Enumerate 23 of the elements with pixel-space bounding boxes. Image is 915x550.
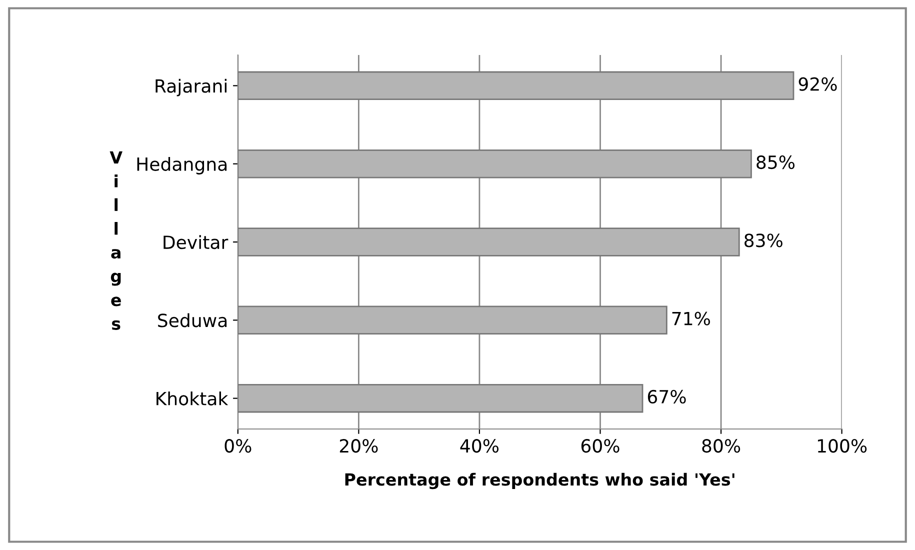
bar bbox=[238, 306, 668, 335]
x-tick-label: 20% bbox=[340, 439, 378, 453]
bar bbox=[238, 384, 644, 413]
y-tick-label: Seduwa bbox=[158, 313, 227, 328]
data-label: 92% bbox=[798, 77, 837, 91]
x-tick-label: 100% bbox=[818, 439, 867, 453]
y-tick-label: Khoktak bbox=[156, 391, 228, 406]
x-axis-title: Percentage of respondents who said 'Yes' bbox=[345, 472, 734, 490]
y-tick-label: Devitar bbox=[164, 235, 228, 250]
data-label: 85% bbox=[756, 155, 795, 170]
x-tick-label: 40% bbox=[460, 439, 499, 453]
y-tick-label: Rajarani bbox=[156, 78, 226, 96]
data-label: 83% bbox=[744, 234, 782, 248]
x-tick-label: 0% bbox=[224, 439, 252, 453]
x-tick-label: 60% bbox=[581, 439, 620, 453]
bar bbox=[238, 71, 794, 100]
data-label: 67% bbox=[648, 390, 686, 404]
y-tick-label: Hedangna bbox=[137, 156, 227, 174]
bar bbox=[238, 228, 740, 256]
x-tick-label: 80% bbox=[702, 439, 740, 453]
bar bbox=[238, 149, 752, 178]
y-axis-title: Villages bbox=[110, 151, 122, 330]
data-label: 71% bbox=[672, 312, 710, 326]
